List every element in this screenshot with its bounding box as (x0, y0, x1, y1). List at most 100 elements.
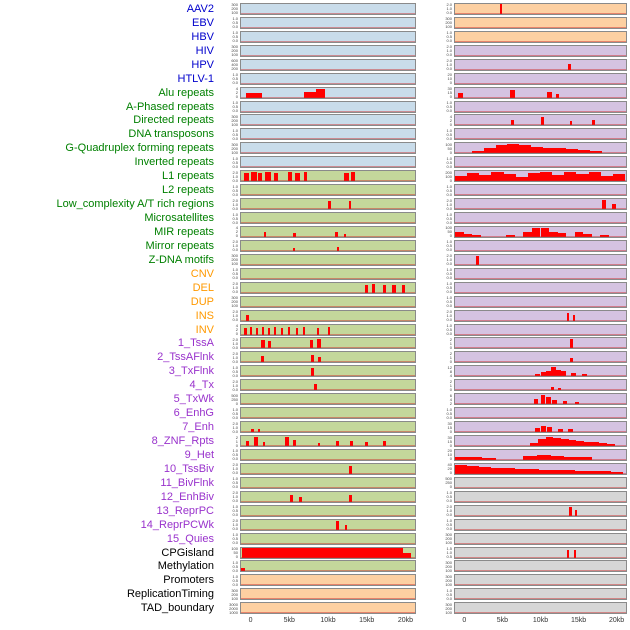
signal-bar (335, 521, 339, 530)
y-tick-label: 2 (235, 90, 238, 96)
track-panel-left (240, 365, 416, 378)
track-panel-right (454, 295, 627, 308)
y-tick-label: 100 (445, 141, 452, 147)
y-tick-label: 1.0 (232, 267, 238, 273)
track-row: 15_Quies 1.0 0.5 0.0 300 200 100 (0, 532, 630, 546)
y-tick-label: 1.0 (232, 16, 238, 22)
signal-bar (261, 327, 265, 335)
y-tick-label: 100 (445, 581, 452, 587)
y-tick-label: 300 (445, 559, 452, 565)
y-tick-label: 0.0 (232, 38, 238, 44)
y-tick-label: 0.0 (232, 484, 238, 490)
y-tick-label: 300 (231, 44, 238, 50)
track-label: MIR repeats (154, 225, 214, 238)
y-axis-ticks: 2.0 1.0 0.0 (416, 254, 454, 266)
track-panel-left (240, 184, 416, 197)
signal-bar (314, 384, 318, 391)
track-label: A-Phased repeats (125, 100, 214, 113)
y-tick-label: 4 (235, 225, 238, 231)
y-axis-ticks: 1.0 0.5 0.0 (416, 490, 454, 503)
track-row: Directed repeats 300 200 100 4 2 0 (0, 114, 630, 128)
signal-bar (550, 455, 565, 460)
track-panel-left (240, 323, 416, 336)
y-tick-label: 200 (231, 6, 238, 12)
x-tick-label: 5kb (283, 617, 295, 625)
y-tick-label: 0.5 (446, 522, 452, 528)
signal-bar (287, 327, 291, 335)
y-tick-label: 2.0 (446, 58, 452, 64)
y-tick-label: 30 (447, 86, 452, 92)
y-tick-label: 1.0 (446, 239, 452, 245)
signal-bar (537, 454, 551, 460)
y-tick-label: 1.0 (446, 518, 452, 524)
track-row: 7_Enh 2.0 1.0 0.0 30 15 0 (0, 420, 630, 434)
y-tick-label: 0.5 (446, 494, 452, 500)
track-panel-left (240, 518, 416, 531)
signal-bar (295, 327, 299, 335)
y-tick-label: 1.0 (446, 490, 452, 496)
signal-bar (335, 441, 339, 447)
signal-bar (503, 174, 516, 182)
track-panel-right (454, 16, 627, 29)
track-panel-right (454, 490, 627, 503)
track-panel-right (454, 546, 627, 559)
y-axis-ticks: 20 10 0 (416, 449, 454, 462)
signal-bar (344, 524, 347, 530)
y-tick-label: 250 (231, 396, 238, 402)
x-tick-label: 15kb (570, 617, 587, 625)
y-tick-label: 200 (445, 169, 452, 175)
y-tick-label: 0.0 (232, 540, 238, 546)
signal-bar (569, 121, 573, 126)
signal-bar (289, 494, 293, 502)
y-axis-ticks: 2.0 1.0 0.0 (216, 310, 240, 322)
signal-bar (602, 200, 607, 210)
y-tick-label: 1.0 (232, 476, 238, 482)
y-tick-label: 50 (447, 145, 452, 151)
y-tick-label: 0.5 (232, 34, 238, 40)
y-tick-label: 0 (449, 344, 452, 350)
y-tick-label: 0 (449, 456, 452, 462)
y-axis-ticks: 2.0 1.0 0.0 (416, 198, 454, 210)
track-label: Low_complexity A/T rich regions (56, 198, 214, 211)
track-panel-left (240, 212, 416, 225)
y-axis-ticks: 300 200 100 (216, 44, 240, 57)
track-panel-left (240, 295, 416, 308)
y-axis-ticks: 300 200 100 (216, 141, 240, 154)
y-tick-label: 300 (445, 16, 452, 22)
signal-bar (567, 64, 571, 70)
y-tick-label: 300 (231, 141, 238, 147)
y-tick-label: 300 (445, 532, 452, 538)
signal-bar (557, 428, 563, 433)
track-label: AAV2 (186, 2, 214, 15)
y-tick-label: 0.0 (446, 595, 452, 601)
signal-bar (475, 255, 479, 265)
y-tick-label: 0.0 (446, 247, 452, 253)
signal-bar (545, 370, 551, 377)
track-row: DEL 2.0 1.0 0.0 1.0 0.5 0.0 (0, 281, 630, 295)
signal-bar (483, 148, 496, 154)
y-tick-label: 0.0 (232, 581, 238, 587)
track-label: 11_BivFlnk (160, 476, 214, 489)
track-label: CNV (190, 267, 214, 280)
y-tick-label: 1.0 (232, 364, 238, 370)
y-tick-label: 1 (449, 382, 452, 388)
y-tick-label: 100 (231, 546, 238, 552)
y-tick-label: 100 (231, 121, 238, 127)
signal-bar (570, 338, 574, 349)
signal-bar (310, 368, 315, 377)
y-tick-label: 0 (235, 442, 238, 448)
track-row: CNV 1.0 0.5 0.0 1.0 0.5 0.0 (0, 267, 630, 281)
y-tick-label: 1.0 (232, 285, 238, 291)
track-panel-left (240, 142, 416, 155)
signal-bar (343, 172, 349, 182)
track-panel-right (454, 588, 627, 601)
x-tick-label: 15kb (359, 617, 375, 625)
y-tick-label: 0.0 (446, 275, 452, 281)
signal-bar (537, 439, 546, 447)
y-tick-label: 1.0 (232, 522, 238, 528)
track-panel-right (454, 267, 627, 280)
y-tick-label: 0.5 (446, 285, 452, 291)
y-tick-label: 1.0 (232, 532, 238, 538)
y-tick-label: 1.0 (232, 183, 238, 189)
y-tick-label: 2 (449, 378, 452, 384)
